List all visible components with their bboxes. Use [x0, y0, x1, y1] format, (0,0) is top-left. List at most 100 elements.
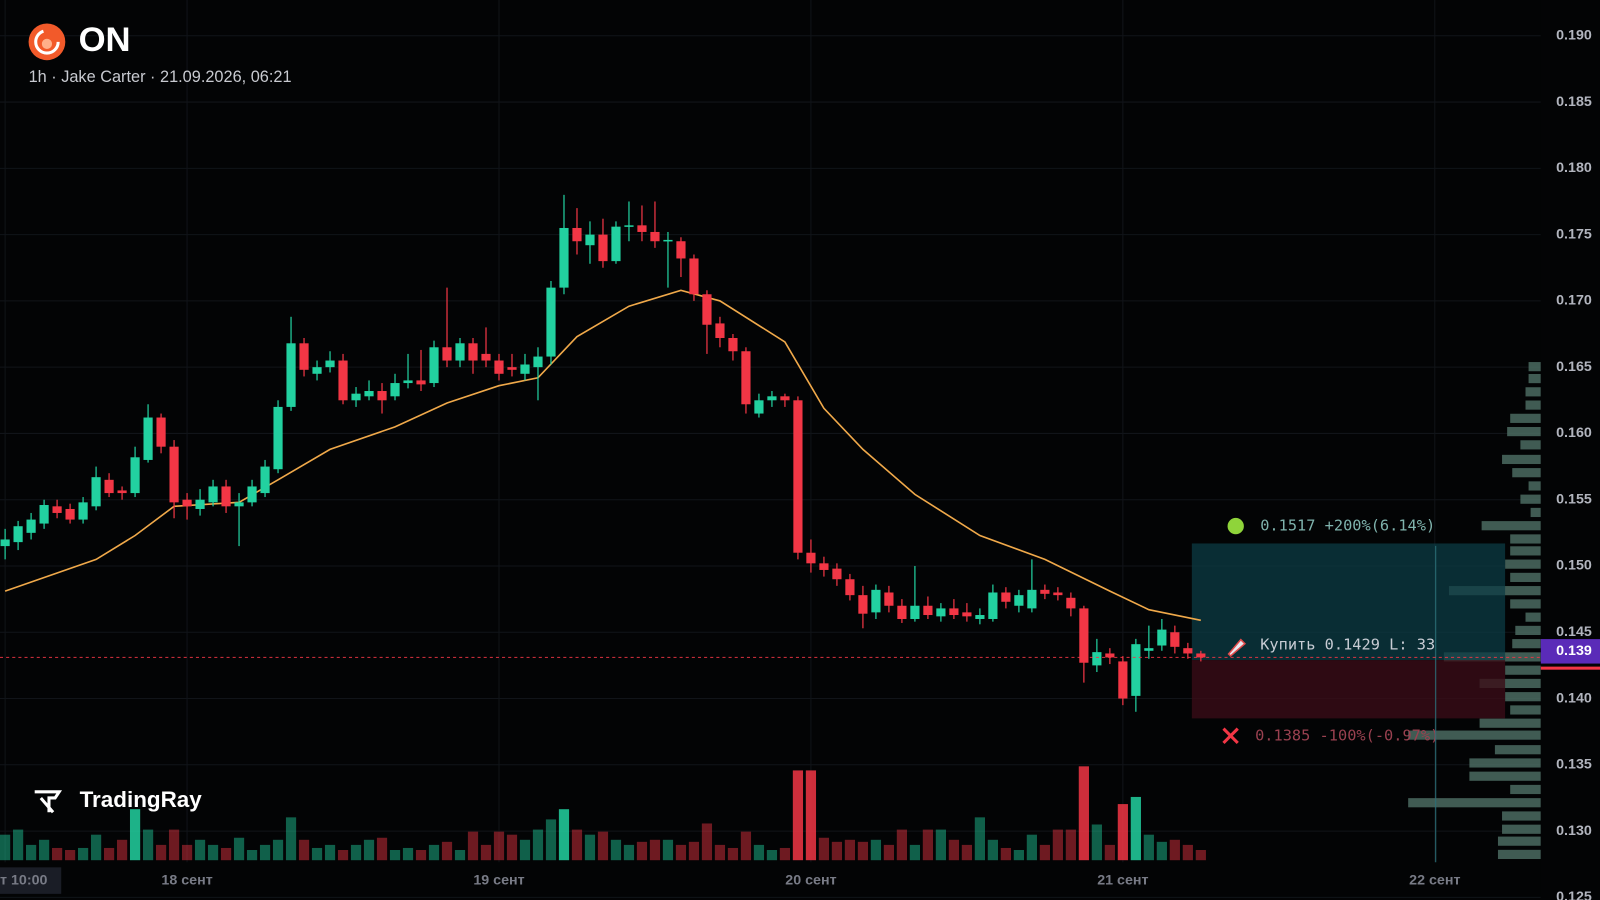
volume-bar — [610, 839, 622, 861]
last-price-box — [1540, 639, 1600, 664]
volume-profile-bar — [1525, 387, 1541, 397]
x-tick-label: 21 сент — [1097, 872, 1148, 888]
candle-body — [494, 360, 504, 374]
volume-profile-bar — [1505, 692, 1541, 702]
x-tick-label: 19 сент — [473, 872, 524, 888]
candle-body — [468, 343, 478, 361]
volume-bar — [1052, 829, 1063, 861]
y-tick-label: 0.160 — [1556, 425, 1592, 441]
candle-body — [650, 231, 660, 242]
volume-bar — [25, 844, 37, 861]
volume-bar — [1130, 796, 1141, 861]
volume-bar — [181, 844, 193, 861]
volume-bar — [701, 823, 713, 861]
candle-body — [728, 337, 738, 352]
y-tick-label: 0.140 — [1556, 690, 1592, 706]
volume-bar — [909, 844, 921, 861]
candle-body — [1144, 648, 1154, 651]
y-tick-label: 0.190 — [1556, 28, 1592, 44]
volume-bar — [961, 844, 972, 861]
candle-body — [923, 605, 933, 616]
candle-body — [416, 380, 426, 385]
volume-bar — [415, 850, 427, 861]
y-tick-label: 0.180 — [1556, 160, 1592, 176]
candle-body — [585, 234, 595, 246]
volume-bar — [493, 831, 505, 861]
last-price-marker — [1540, 666, 1600, 670]
y-tick-label: 0.145 — [1556, 624, 1592, 640]
candle-body — [936, 608, 946, 617]
candle-body — [234, 502, 244, 507]
candle-body — [624, 225, 634, 227]
candle-body — [1001, 592, 1011, 602]
volume-bar — [818, 837, 830, 861]
entry-icon — [1227, 638, 1247, 658]
volume-bar — [519, 839, 531, 861]
volume-bar — [12, 829, 24, 861]
volume-profile-bar — [1512, 468, 1541, 478]
candle-body — [1157, 629, 1167, 646]
candle-body — [611, 226, 621, 262]
volume-profile-bar — [1502, 811, 1541, 821]
candle-body — [910, 605, 920, 619]
volume-bar — [142, 829, 154, 861]
candle-body — [65, 508, 75, 520]
volume-bar — [753, 844, 765, 861]
volume-profile-bar — [1469, 771, 1541, 781]
volume-profile-bar — [1408, 730, 1541, 740]
candles — [0, 194, 1541, 712]
y-tick-label: 0.155 — [1556, 491, 1592, 507]
candle-body — [689, 258, 699, 295]
volume-bar — [1195, 850, 1206, 861]
candle-body — [598, 234, 608, 262]
volume-bar — [1065, 829, 1076, 861]
take-profit-zone — [1191, 543, 1506, 661]
candle-body — [455, 343, 465, 361]
volume-bar — [792, 770, 804, 861]
volume-profile-bar — [1510, 599, 1541, 609]
candle-body — [1079, 608, 1089, 663]
candle-body — [286, 343, 296, 407]
watermark-text: TradingRay — [80, 787, 203, 812]
volume-bar — [987, 839, 998, 861]
volume-bar — [935, 829, 947, 861]
volume-bar — [571, 829, 583, 861]
volume-profile-bar — [1505, 559, 1541, 569]
x-tick-label: 18 сент — [161, 872, 212, 888]
candle-body — [845, 579, 855, 596]
candle-body — [637, 225, 647, 232]
candle-body — [975, 615, 985, 619]
volume-bar — [584, 834, 596, 861]
volume-bar — [597, 831, 609, 861]
x-tick-label: 20 сент — [785, 872, 836, 888]
volume-bar — [675, 844, 687, 861]
volume-bar — [38, 839, 50, 861]
take-profit-icon — [1227, 517, 1244, 535]
volume-bar — [207, 844, 219, 861]
candle-body — [949, 608, 959, 616]
volume-bar — [337, 850, 349, 861]
volume-bar — [428, 844, 440, 861]
volume-profile-bar — [1510, 705, 1541, 715]
volume-bar — [155, 844, 167, 861]
candle-body — [1131, 644, 1141, 696]
volume-bar — [779, 847, 791, 861]
candle-body — [572, 227, 582, 242]
candle-body — [130, 457, 140, 494]
volume-profile-bar — [1479, 718, 1541, 728]
volume-profile-bar — [1525, 400, 1541, 410]
candle-body — [663, 239, 673, 242]
candle-body — [299, 343, 309, 370]
candle-body — [1183, 648, 1193, 654]
candle-body — [13, 526, 23, 543]
volume-bar — [1039, 844, 1050, 861]
candle-body — [143, 417, 153, 460]
volume-profile-bar — [1512, 639, 1541, 649]
y-tick-label: 0.170 — [1556, 293, 1592, 309]
volume-bar — [883, 844, 895, 861]
candle-body — [858, 595, 868, 614]
candle-body — [962, 612, 972, 617]
volume-bar — [558, 809, 570, 861]
volume-bar — [662, 839, 674, 861]
